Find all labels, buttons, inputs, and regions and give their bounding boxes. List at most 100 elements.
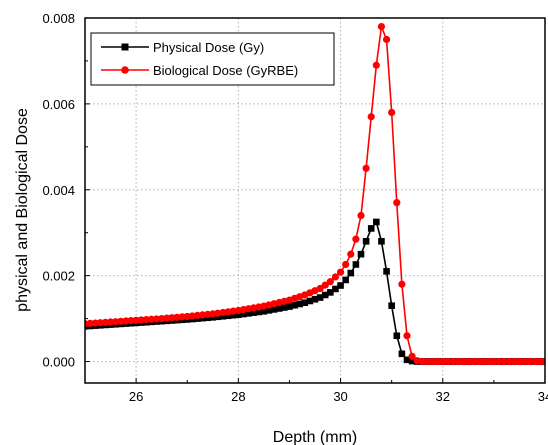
data-point: [388, 108, 396, 117]
data-point: [495, 357, 503, 366]
data-point: [86, 319, 94, 327]
data-point: [291, 301, 298, 309]
data-point: [112, 318, 120, 326]
data-point: [469, 357, 478, 366]
data-point: [301, 299, 309, 306]
data-point: [337, 282, 344, 289]
data-point: [459, 357, 467, 366]
data-point: [245, 310, 252, 317]
data-point: [439, 357, 447, 366]
x-tick-label: 30: [333, 389, 347, 404]
data-point: [147, 315, 156, 323]
data-point: [336, 268, 345, 276]
data-point: [321, 291, 329, 299]
data-point: [326, 278, 334, 286]
data-point: [485, 357, 493, 366]
data-point: [352, 235, 360, 243]
data-point: [127, 317, 135, 325]
data-point: [260, 307, 268, 315]
data-point: [490, 357, 498, 366]
data-point: [316, 284, 324, 293]
data-point: [106, 318, 115, 326]
x-tick-label: 26: [129, 389, 143, 404]
series-layer: [85, 22, 545, 366]
data-point: [454, 357, 462, 366]
legend-marker-physical: [121, 43, 129, 51]
data-point: [393, 199, 401, 207]
y-tick-label: 0.004: [42, 183, 75, 198]
data-point: [91, 319, 99, 327]
data-point: [270, 306, 278, 313]
data-point: [331, 273, 340, 281]
data-point: [526, 357, 534, 366]
data-point: [152, 315, 161, 323]
x-axis-label: Depth (mm): [273, 429, 357, 445]
data-point: [255, 308, 263, 316]
data-point: [372, 61, 380, 69]
data-point: [480, 357, 488, 366]
data-point: [316, 294, 324, 301]
data-point: [347, 250, 355, 258]
y-axis-label: physical and Biological Dose: [14, 108, 31, 312]
data-point: [342, 260, 350, 269]
data-point: [347, 269, 355, 277]
data-point: [418, 357, 426, 366]
data-point: [342, 276, 349, 284]
data-point: [275, 305, 283, 312]
data-point: [240, 310, 247, 318]
data-point: [332, 285, 339, 293]
legend: Physical Dose (Gy) Biological Dose (GyRB…: [90, 32, 335, 86]
data-point: [541, 357, 545, 366]
data-point: [122, 317, 130, 325]
data-point: [327, 289, 334, 296]
y-tick-label: 0.008: [42, 11, 75, 26]
data-point: [219, 312, 227, 320]
data-point: [367, 225, 375, 232]
data-point: [367, 113, 375, 121]
data-point: [311, 295, 319, 303]
data-point: [373, 218, 380, 226]
data-point: [474, 357, 483, 366]
data-point: [214, 313, 222, 321]
data-point: [352, 261, 360, 268]
plot-frame: [84, 17, 546, 384]
data-point: [357, 211, 365, 220]
data-point: [265, 307, 273, 314]
x-tick-label: 34: [538, 389, 548, 404]
data-point: [444, 357, 452, 366]
data-point: [388, 302, 395, 310]
data-point: [117, 317, 125, 325]
legend-marker-biological: [121, 66, 129, 74]
legend-label-biological: Biological Dose (GyRBE): [153, 63, 298, 78]
data-point: [101, 318, 110, 326]
data-point: [362, 237, 370, 245]
y-tick-label: 0.006: [42, 97, 75, 112]
data-point: [434, 357, 442, 366]
data-point: [398, 350, 406, 358]
legend-label-physical: Physical Dose (Gy): [153, 40, 264, 55]
data-point: [398, 280, 406, 288]
data-point: [423, 357, 432, 366]
data-point: [306, 297, 314, 305]
data-point: [96, 319, 104, 327]
data-point: [229, 311, 237, 319]
data-point: [382, 35, 391, 44]
data-point: [520, 357, 529, 366]
data-point: [235, 311, 242, 319]
data-point: [383, 268, 390, 275]
data-point: [377, 22, 386, 31]
data-point: [531, 357, 539, 366]
data-point: [408, 357, 416, 365]
y-tick-label: 0.002: [42, 269, 75, 284]
y-tick-label: 0.000: [42, 355, 75, 370]
data-point: [142, 316, 150, 324]
data-point: [393, 332, 401, 340]
data-point: [378, 237, 385, 245]
data-point: [464, 357, 472, 366]
data-point: [286, 303, 293, 310]
ticks: 26 28 30 32 34 0.000 0.002 0.004 0.006 0.008: [42, 11, 548, 404]
data-point: [403, 332, 411, 340]
data-point: [250, 309, 257, 316]
x-tick-label: 28: [231, 389, 245, 404]
